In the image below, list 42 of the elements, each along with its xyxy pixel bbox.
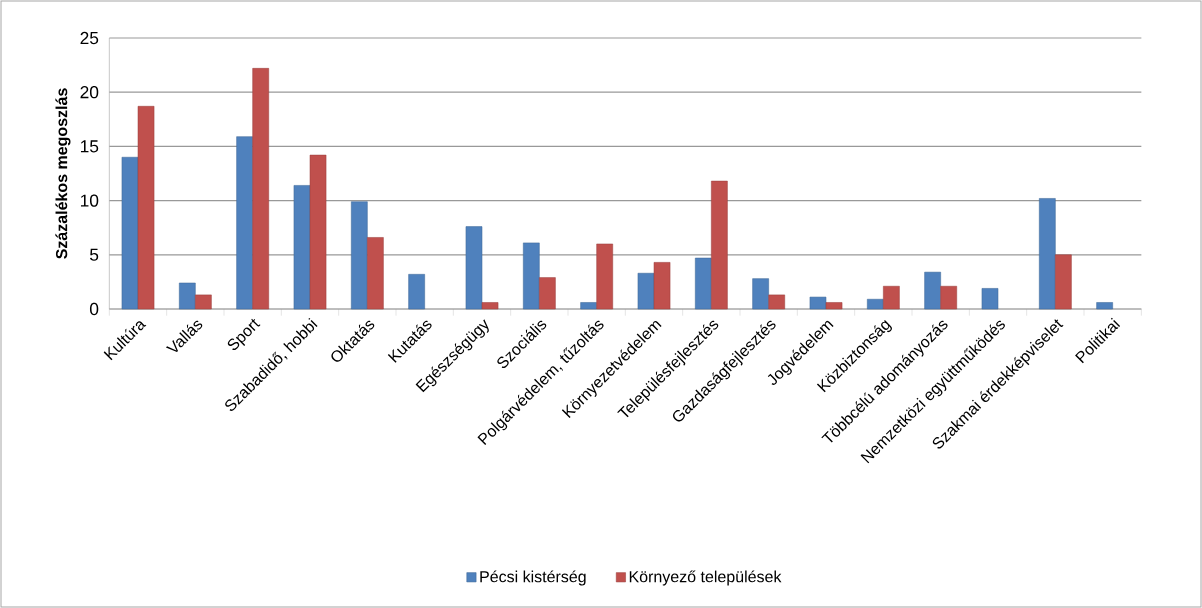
y-tick-label: 15 <box>80 140 99 153</box>
y-tick-label: 5 <box>89 248 99 261</box>
bar <box>293 185 311 310</box>
bar <box>137 106 155 310</box>
bar <box>580 302 597 310</box>
bar <box>481 302 499 310</box>
legend-label: Pécsi kistérség <box>480 570 586 586</box>
bar <box>539 277 556 310</box>
y-tick-label: 0 <box>89 302 99 316</box>
bar <box>695 257 712 310</box>
bar <box>924 271 941 310</box>
bar <box>940 285 957 310</box>
bar <box>883 285 900 310</box>
bar <box>351 201 368 310</box>
y-axis-title: Százalékos megoszlás <box>55 88 71 259</box>
bar <box>236 136 253 310</box>
bar <box>1096 302 1113 310</box>
bar <box>752 278 769 310</box>
bar <box>179 282 196 310</box>
bar <box>121 156 139 310</box>
bar <box>653 262 671 310</box>
bar <box>367 237 384 310</box>
bar <box>867 298 884 310</box>
bar <box>981 288 999 310</box>
bar <box>768 294 785 310</box>
bar <box>195 294 212 310</box>
y-tick-label: 25 <box>80 31 99 45</box>
bar <box>711 180 728 310</box>
y-tick-label: 10 <box>80 194 99 207</box>
bar <box>408 274 425 310</box>
bar <box>309 154 327 310</box>
y-tick-label: 20 <box>80 86 99 99</box>
legend-label: Környező települések <box>629 570 782 586</box>
bar <box>1055 254 1072 310</box>
bar <box>252 68 269 310</box>
bar <box>637 272 655 310</box>
bar <box>825 302 843 310</box>
bar <box>1039 198 1056 310</box>
bar <box>809 296 827 310</box>
bar <box>523 242 540 310</box>
bar <box>465 226 483 310</box>
bar <box>596 243 613 310</box>
